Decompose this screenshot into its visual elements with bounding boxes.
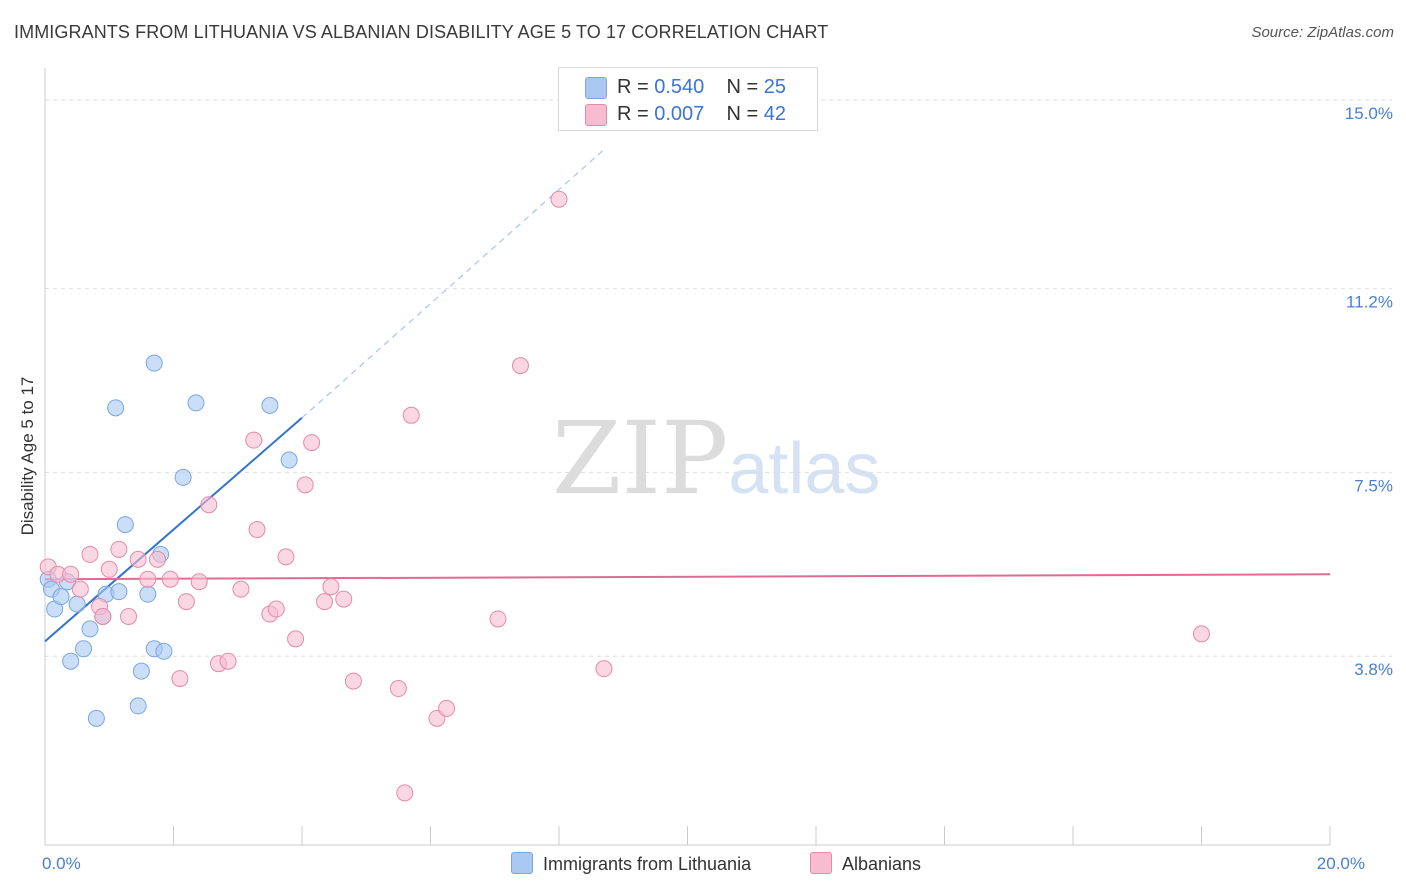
watermark: ZIPatlas [552, 400, 880, 517]
point-lithuania [139, 585, 157, 603]
point-albanians [248, 521, 266, 539]
point-albanians [219, 652, 237, 670]
point-albanians [296, 476, 314, 494]
legend-n-value: 25 [763, 76, 787, 98]
point-albanians [396, 784, 414, 802]
axis-labels: 3.8% 7.5% 11.2% 15.0% 0.0% 20.0% Disability Ag… [18, 104, 1393, 873]
point-lithuania [62, 652, 80, 670]
point-lithuania [116, 516, 134, 534]
point-albanians [1193, 625, 1210, 643]
trend-line-lithuania-extension [301, 149, 605, 419]
correlation-legend: R = 0.540 N = 25 R = 0.007 N = 42 [558, 67, 818, 131]
point-lithuania [68, 595, 86, 613]
point-albanians [177, 593, 195, 611]
legend-text-lithuania: R = 0.540 N = 25 [617, 76, 787, 98]
y-tick-label: 11.2% [1346, 293, 1393, 312]
data-points [39, 190, 1210, 802]
point-albanians [438, 699, 456, 717]
point-lithuania [52, 588, 70, 606]
legend-n-value: 42 [763, 103, 787, 125]
point-albanians [315, 593, 333, 611]
point-albanians [550, 190, 568, 208]
point-albanians [100, 560, 118, 578]
point-lithuania [75, 640, 93, 658]
axes [44, 68, 1331, 846]
point-lithuania [107, 399, 125, 417]
point-lithuania [132, 662, 150, 680]
watermark-atlas: atlas [728, 429, 881, 509]
point-lithuania [261, 396, 279, 414]
bottom-legend-lithuania: Immigrants from Lithuania [511, 852, 751, 875]
point-lithuania [155, 642, 173, 660]
y-tick-label: 3.8% [1354, 660, 1393, 679]
point-albanians [335, 590, 353, 608]
legend-text-albanians: R = 0.007 N = 42 [617, 103, 787, 125]
point-albanians [190, 573, 208, 591]
point-albanians [200, 496, 218, 514]
legend-swatch-albanians [585, 104, 607, 126]
trend-line-albanians [44, 573, 1331, 581]
x-tick-label: 20.0% [1317, 854, 1365, 873]
point-lithuania [174, 468, 192, 486]
bottom-legend-label-lithuania: Immigrants from Lithuania [543, 854, 752, 874]
point-albanians [148, 550, 166, 568]
y-tick-label: 7.5% [1354, 476, 1393, 495]
bottom-legend-swatch-lithuania [511, 852, 533, 874]
point-albanians [402, 406, 420, 424]
point-albanians [171, 670, 189, 688]
trend-line-lithuania [44, 417, 303, 643]
bottom-legend-albanians: Albanians [810, 852, 921, 875]
point-albanians [71, 580, 89, 598]
bottom-legend-swatch-albanians [810, 852, 832, 874]
point-albanians [245, 431, 263, 449]
trend-lines [44, 149, 1331, 643]
point-lithuania [129, 697, 147, 715]
point-albanians [120, 607, 138, 625]
point-albanians [511, 357, 529, 375]
grid-lines [45, 99, 1392, 657]
bottom-legend-label-albanians: Albanians [842, 854, 922, 874]
point-lithuania [280, 451, 298, 469]
point-albanians [389, 680, 407, 698]
point-albanians [303, 434, 321, 452]
source-label: Source: ZipAtlas.com [1251, 24, 1394, 41]
point-albanians [81, 545, 99, 563]
point-lithuania [81, 620, 99, 638]
point-albanians [344, 672, 362, 690]
point-albanians [287, 630, 305, 648]
legend-r-value: 0.540 [654, 76, 705, 98]
point-albanians [139, 570, 157, 588]
legend-swatch-lithuania [585, 77, 607, 99]
point-albanians [267, 600, 285, 618]
watermark-zip: ZIP [552, 400, 729, 517]
point-lithuania [110, 583, 128, 601]
point-albanians [94, 607, 112, 625]
point-albanians [129, 550, 147, 568]
y-tick-label: 15.0% [1345, 104, 1393, 123]
legend-r-value: 0.007 [654, 103, 705, 125]
point-albanians [595, 660, 613, 678]
point-lithuania [145, 354, 163, 372]
point-albanians [62, 565, 80, 583]
chart-title: IMMIGRANTS FROM LITHUANIA VS ALBANIAN DI… [14, 22, 829, 42]
point-albanians [232, 580, 250, 598]
x-tick-label: 0.0% [42, 854, 81, 873]
point-albanians [161, 570, 179, 588]
point-albanians [277, 548, 295, 566]
point-lithuania [187, 394, 205, 412]
y-axis-label: Disability Age 5 to 17 [18, 377, 37, 536]
point-albanians [110, 540, 128, 558]
point-lithuania [87, 709, 105, 727]
point-albanians [322, 578, 340, 596]
point-albanians [489, 610, 507, 628]
